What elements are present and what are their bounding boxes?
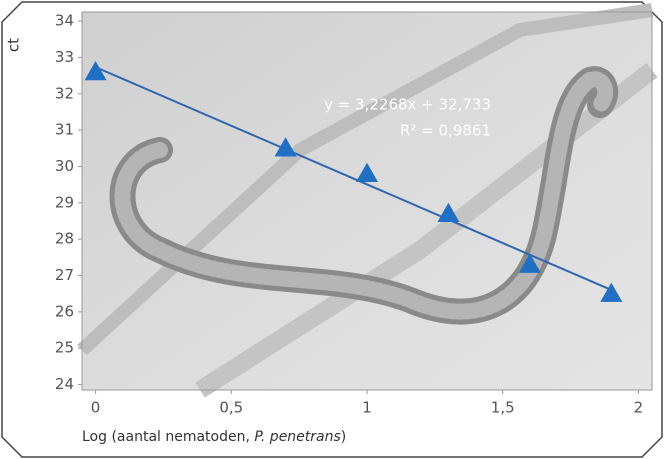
y-tick-label: 33	[55, 48, 74, 66]
y-tick-label: 28	[55, 230, 74, 248]
x-axis-label-part: Log (aantal nematoden,	[82, 429, 254, 445]
x-tick-label: 2	[634, 399, 644, 417]
r-squared: R² = 0,9861	[400, 122, 491, 140]
y-tick-label: 31	[55, 121, 74, 139]
x-tick-label: 1	[362, 399, 372, 417]
x-axis-label-part: P. penetrans	[254, 429, 340, 445]
x-axis-label-part: )	[341, 429, 346, 445]
x-tick-label: 0,5	[219, 399, 243, 417]
y-tick-label: 34	[55, 12, 74, 30]
y-tick-label: 32	[55, 84, 74, 102]
x-axis-label: Log (aantal nematoden, P. penetrans)	[82, 429, 346, 445]
x-tick-label: 0	[91, 399, 101, 417]
y-tick-label: 26	[55, 302, 74, 320]
chart: ct Log (aantal nematoden, P. penetrans) …	[0, 0, 664, 459]
background-image	[82, 12, 652, 390]
y-tick-label: 25	[55, 339, 74, 357]
y-tick-label: 24	[55, 375, 74, 393]
equation: y = 3,2268x + 32,733	[324, 96, 491, 114]
y-tick-label: 27	[55, 266, 74, 284]
y-tick-label: 30	[55, 157, 74, 175]
x-tick-label: 1,5	[491, 399, 515, 417]
y-axis-label: ct	[5, 38, 23, 52]
y-tick-label: 29	[55, 193, 74, 211]
